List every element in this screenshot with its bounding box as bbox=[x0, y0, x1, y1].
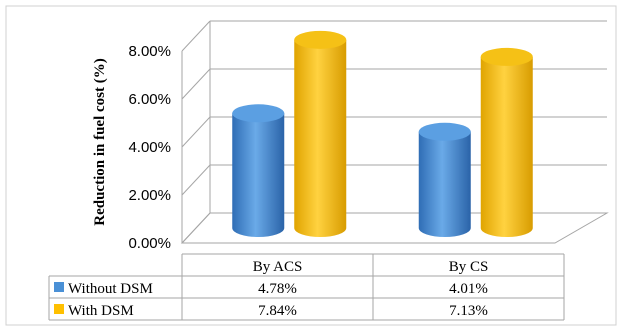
legend-swatch bbox=[54, 282, 64, 292]
table-cell-value: 7.84% bbox=[258, 303, 297, 319]
y-tick-label: 4.00% bbox=[128, 139, 171, 156]
legend-swatch bbox=[54, 304, 64, 314]
table-cell-value: 4.78% bbox=[258, 281, 297, 297]
legend-label: Without DSM bbox=[68, 281, 153, 297]
legend-label: With DSM bbox=[68, 303, 134, 319]
bar-top bbox=[480, 47, 533, 66]
bar-body bbox=[480, 56, 533, 237]
gridline-side bbox=[181, 20, 211, 52]
data-table: By ACS By CS Without DSM 4.78% 4.01% With DSM… bbox=[48, 253, 565, 321]
bar-top bbox=[294, 30, 347, 49]
table-cell-value: 7.13% bbox=[449, 303, 488, 319]
bar-with-dsm-by-cs bbox=[480, 47, 533, 237]
gridline-side bbox=[181, 116, 211, 148]
y-tick-label: 2.00% bbox=[128, 187, 171, 204]
bar-without-dsm-by-cs bbox=[418, 122, 471, 237]
x-category-label: By ACS bbox=[253, 259, 303, 275]
gridline-side bbox=[181, 68, 211, 100]
bar-body bbox=[232, 113, 285, 237]
bar-body bbox=[418, 131, 471, 237]
y-tick-label: 0.00% bbox=[128, 235, 171, 252]
bars bbox=[232, 30, 533, 238]
table-cell-value: 4.01% bbox=[449, 281, 488, 297]
bar-body bbox=[294, 39, 347, 238]
gridline-side bbox=[181, 164, 211, 196]
bar-top bbox=[232, 104, 285, 123]
x-category-label: By CS bbox=[449, 259, 489, 275]
bar-with-dsm-by-acs bbox=[294, 30, 347, 238]
y-axis-ticks: 0.00% 2.00% 4.00% 6.00% 8.00% bbox=[128, 43, 171, 252]
bar-without-dsm-by-acs bbox=[232, 104, 285, 237]
bar-top bbox=[418, 122, 471, 141]
y-tick-label: 6.00% bbox=[128, 91, 171, 108]
y-tick-label: 8.00% bbox=[128, 43, 171, 60]
floor-outline bbox=[180, 212, 609, 244]
y-axis-label: Reduction in fuel cost (%) bbox=[92, 58, 108, 226]
chart-floor bbox=[180, 212, 609, 244]
